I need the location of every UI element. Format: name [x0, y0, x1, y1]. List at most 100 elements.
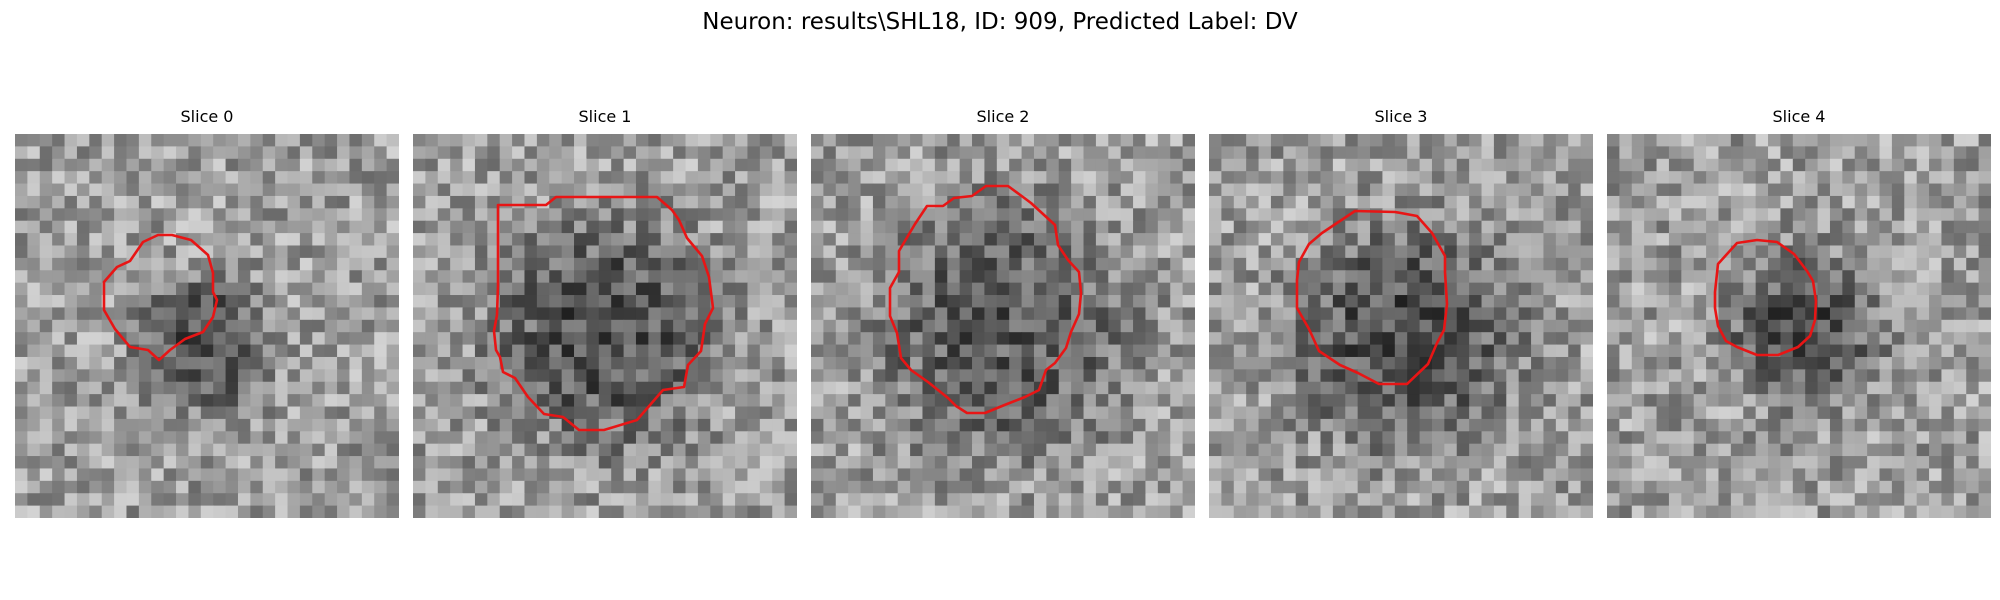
pixel: [1842, 345, 1855, 358]
pixel: [1296, 345, 1309, 358]
pixel: [362, 320, 375, 333]
pixel: [1084, 493, 1097, 506]
pixel: [164, 221, 177, 234]
pixel: [213, 134, 226, 147]
pixel: [1941, 506, 1954, 518]
pixel: [1718, 369, 1731, 382]
pixel: [1283, 456, 1296, 469]
pixel: [1071, 295, 1084, 308]
pixel: [27, 481, 40, 494]
pixel: [960, 258, 973, 271]
pixel: [537, 184, 550, 197]
pixel: [1706, 233, 1719, 246]
pixel: [984, 221, 997, 234]
pixel: [811, 270, 824, 283]
pixel: [1531, 456, 1544, 469]
pixel: [238, 146, 251, 159]
pixel: [1904, 221, 1917, 234]
pixel: [387, 332, 399, 345]
pixel: [648, 481, 661, 494]
pixel: [27, 419, 40, 432]
pixel: [686, 283, 699, 296]
pixel: [1283, 283, 1296, 296]
pixel: [574, 407, 587, 420]
pixel: [1519, 468, 1532, 481]
pixel: [1768, 221, 1781, 234]
pixel: [201, 506, 214, 518]
pixel: [201, 456, 214, 469]
pixel: [1271, 444, 1284, 457]
pixel: [300, 221, 313, 234]
pixel: [972, 506, 985, 518]
pixel: [1954, 171, 1967, 184]
pixel: [1867, 307, 1880, 320]
pixel: [1880, 431, 1893, 444]
pixel: [698, 419, 711, 432]
pixel: [1209, 493, 1222, 506]
pixel: [648, 134, 661, 147]
pixel: [1221, 270, 1234, 283]
pixel: [836, 419, 849, 432]
pixel: [1805, 134, 1818, 147]
pixel: [1469, 221, 1482, 234]
pixel: [1731, 407, 1744, 420]
pixel: [1619, 233, 1632, 246]
pixel: [1271, 419, 1284, 432]
pixel: [337, 419, 350, 432]
pixel: [947, 221, 960, 234]
pixel: [1420, 506, 1433, 518]
pixel: [1607, 456, 1620, 469]
pixel: [1457, 245, 1470, 258]
pixel: [1246, 444, 1259, 457]
pixel: [648, 208, 661, 221]
pixel: [1607, 345, 1620, 358]
pixel: [500, 221, 513, 234]
pixel: [102, 134, 115, 147]
pixel: [325, 332, 338, 345]
pixel: [362, 159, 375, 172]
pixel: [972, 171, 985, 184]
pixel: [922, 357, 935, 370]
pixel: [1941, 270, 1954, 283]
pixel: [848, 159, 861, 172]
pixel: [1954, 369, 1967, 382]
pixel: [1681, 221, 1694, 234]
pixel: [1084, 184, 1097, 197]
pixel: [1867, 407, 1880, 420]
pixel: [250, 493, 263, 506]
pixel: [760, 493, 773, 506]
pixel: [1619, 419, 1632, 432]
pixel: [139, 444, 152, 457]
pixel: [1145, 159, 1158, 172]
pixel: [1694, 245, 1707, 258]
pixel: [1084, 245, 1097, 258]
pixel: [1607, 369, 1620, 382]
pixel: [1158, 245, 1171, 258]
pixel: [1432, 258, 1445, 271]
pixel: [1966, 407, 1979, 420]
pixel: [487, 407, 500, 420]
pixel: [785, 196, 797, 209]
pixel: [27, 208, 40, 221]
pixel: [463, 456, 476, 469]
pixel: [1543, 134, 1556, 147]
pixel: [1009, 171, 1022, 184]
pixel: [960, 369, 973, 382]
pixel: [1855, 394, 1868, 407]
pixel: [1333, 407, 1346, 420]
pixel: [1842, 493, 1855, 506]
pixel: [413, 468, 426, 481]
pixel: [861, 159, 874, 172]
pixel: [686, 394, 699, 407]
pixel: [463, 382, 476, 395]
pixel: [1805, 345, 1818, 358]
pixel: [698, 357, 711, 370]
pixel: [1420, 196, 1433, 209]
pixel: [710, 270, 723, 283]
pixel: [450, 307, 463, 320]
pixel: [238, 456, 251, 469]
pixel: [1209, 320, 1222, 333]
pixel: [836, 146, 849, 159]
pixel: [40, 332, 53, 345]
pixel: [1842, 171, 1855, 184]
